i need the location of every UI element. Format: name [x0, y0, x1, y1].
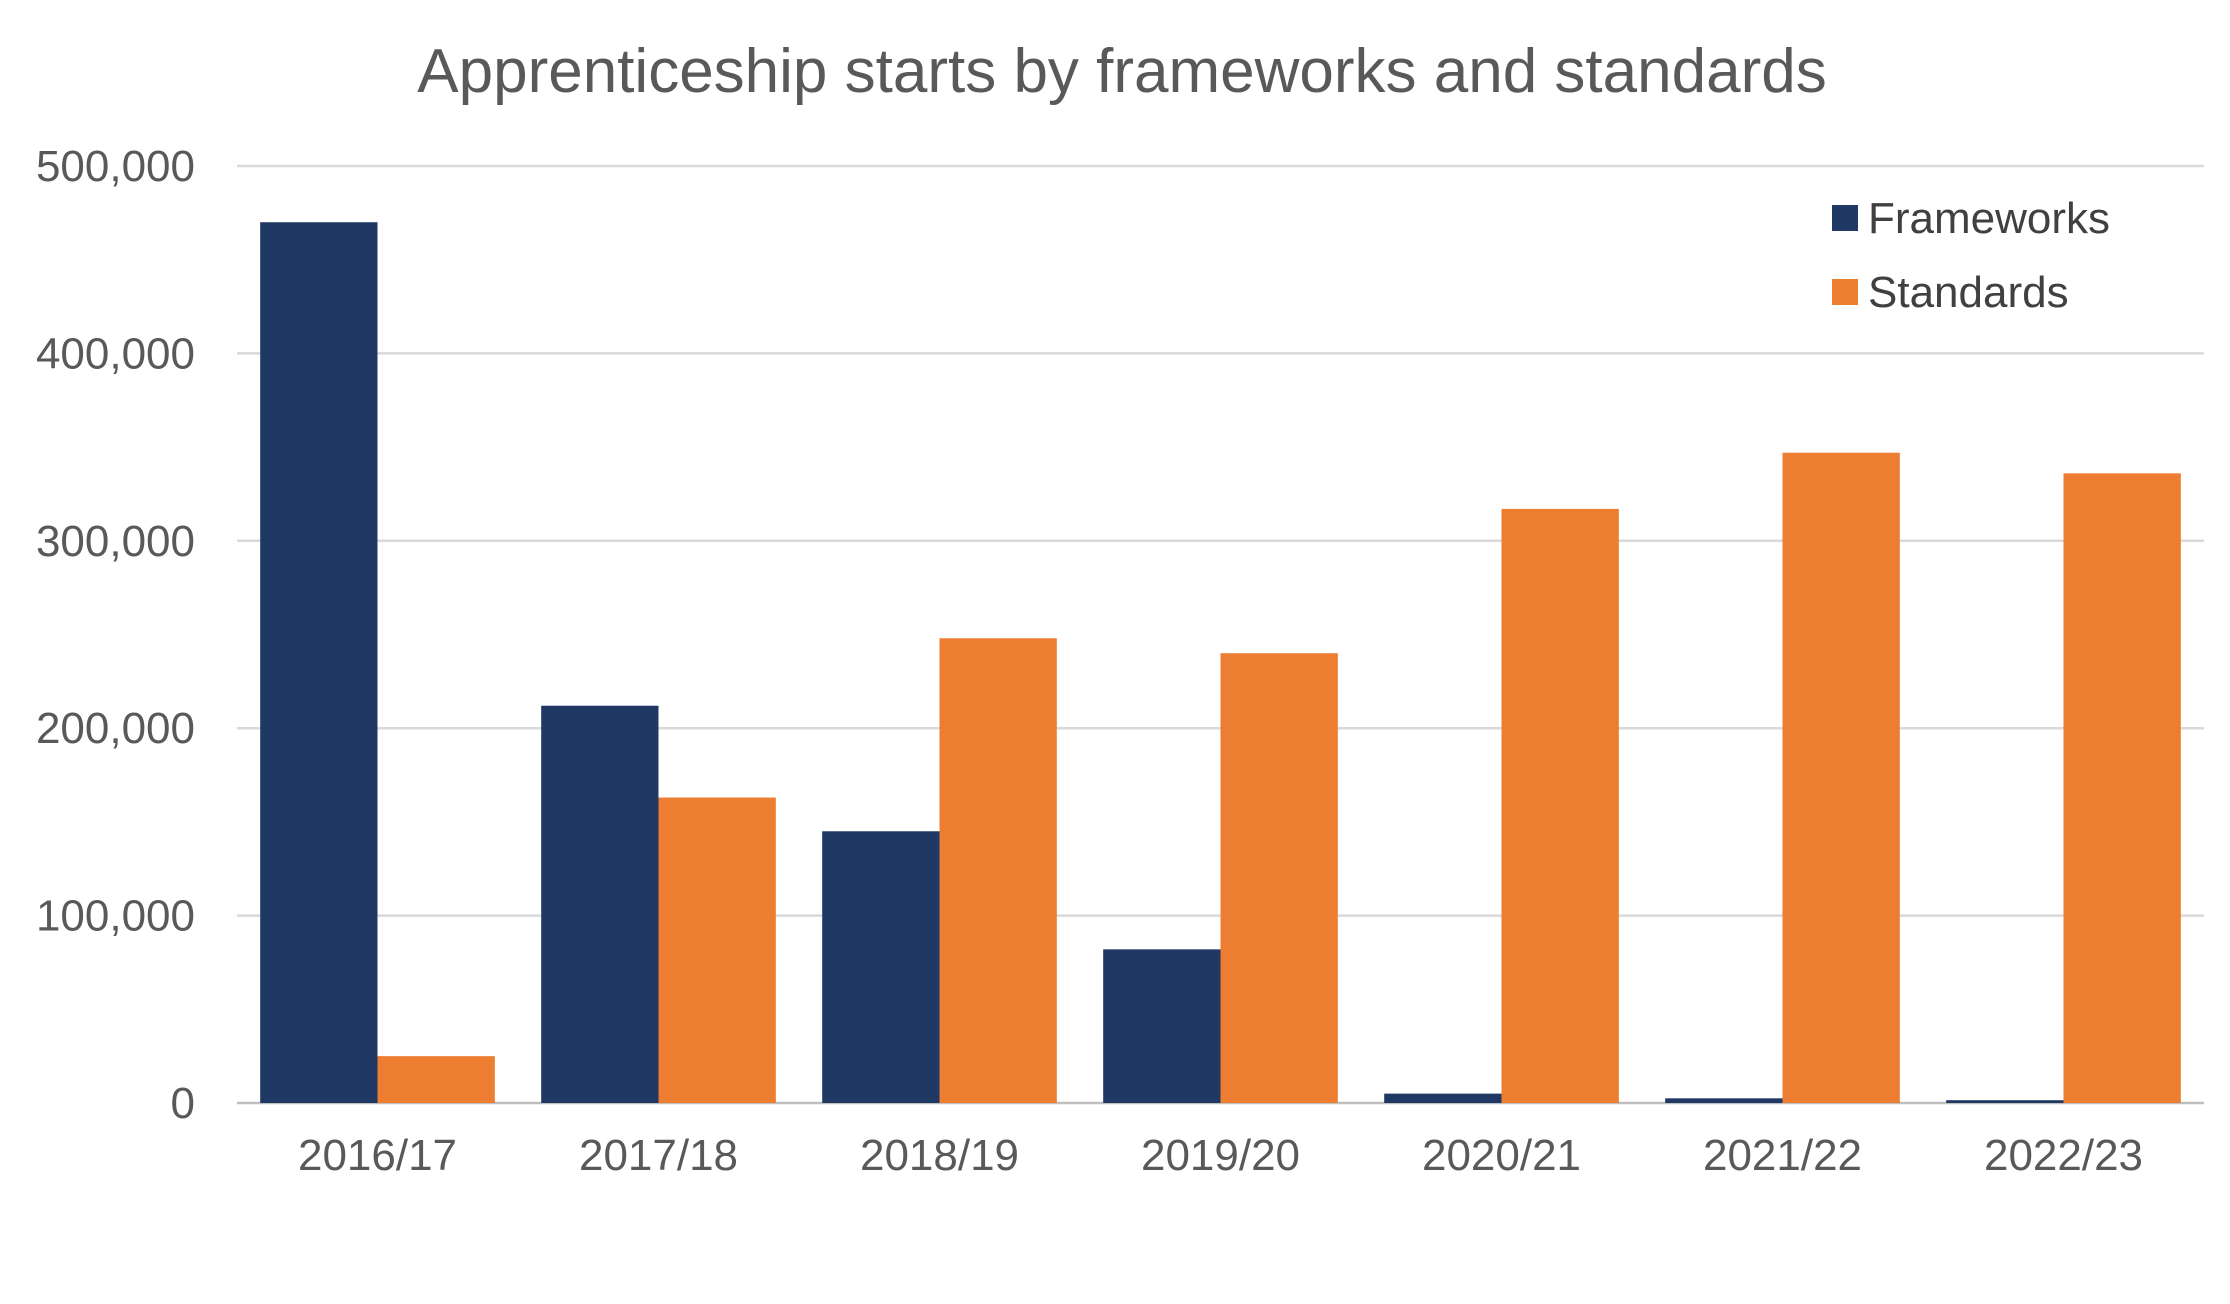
y-tick-label: 300,000	[36, 517, 195, 566]
x-tick-label: 2018/19	[860, 1131, 1019, 1180]
y-tick-label: 0	[171, 1079, 195, 1128]
legend-swatch-standards	[1832, 279, 1858, 305]
bar-frameworks-2017-18	[541, 705, 659, 1103]
y-axis-tick-labels: 0 100,000 200,000 300,000 400,000 500,000	[36, 142, 195, 1128]
x-tick-label: 2019/20	[1141, 1131, 1300, 1180]
legend-label-frameworks: Frameworks	[1868, 194, 2110, 243]
bar-standards-2022-23	[2063, 473, 2181, 1103]
bar-standards-2020-21	[1501, 508, 1619, 1103]
chart-title: Apprenticeship starts by frameworks and …	[417, 37, 1826, 106]
x-tick-label: 2020/21	[1422, 1131, 1581, 1180]
y-tick-label: 500,000	[36, 142, 195, 191]
bar-frameworks-2016-17	[260, 222, 378, 1104]
bar-standards-2016-17	[377, 1056, 495, 1103]
bar-standards-2021-22	[1782, 452, 1900, 1103]
bar-frameworks-2021-22	[1665, 1098, 1783, 1103]
y-tick-label: 200,000	[36, 704, 195, 753]
bar-frameworks-2020-21	[1384, 1093, 1502, 1103]
y-tick-label: 400,000	[36, 329, 195, 378]
bar-standards-2017-18	[658, 797, 776, 1103]
bar-frameworks-2018-19	[822, 831, 940, 1103]
bar-standards-2018-19	[939, 638, 1057, 1103]
bar-frameworks-2022-23	[1946, 1100, 2064, 1103]
x-axis-tick-labels: 2016/17 2017/18 2018/19 2019/20 2020/21 2021/…	[298, 1131, 2143, 1180]
bars	[260, 222, 2181, 1104]
legend-label-standards: Standards	[1868, 268, 2069, 317]
x-tick-label: 2016/17	[298, 1131, 457, 1180]
legend-swatch-frameworks	[1832, 205, 1858, 231]
x-tick-label: 2022/23	[1984, 1131, 2143, 1180]
x-tick-label: 2017/18	[579, 1131, 738, 1180]
legend: Frameworks Standards	[1832, 194, 2110, 317]
x-tick-label: 2021/22	[1703, 1131, 1862, 1180]
bar-frameworks-2019-20	[1103, 949, 1221, 1103]
y-tick-label: 100,000	[36, 892, 195, 941]
bar-standards-2019-20	[1220, 653, 1338, 1103]
